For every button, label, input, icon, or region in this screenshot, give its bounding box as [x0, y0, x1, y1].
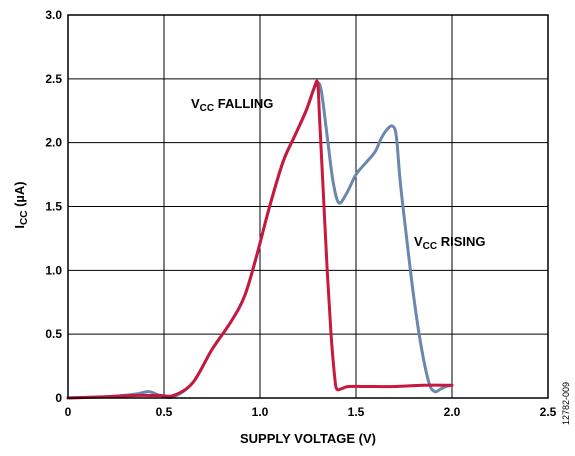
y-tick-label: 3.0 — [45, 8, 62, 22]
y-tick-label: 1.0 — [45, 263, 62, 277]
label-vcc-rising: VCC RISING — [414, 234, 486, 252]
y-tick-label: 2.5 — [45, 72, 62, 86]
x-tick-label: 2.0 — [444, 405, 461, 419]
label-vcc-falling: VCC FALLING — [191, 96, 273, 114]
grid — [68, 15, 548, 398]
y-axis-title: ICC (µA) — [12, 181, 30, 228]
x-tick-label: 1.0 — [252, 405, 269, 419]
series-group — [66, 79, 454, 400]
y-tick-label: 1.5 — [45, 200, 62, 214]
x-tick-label: 2.5 — [540, 405, 557, 419]
x-tick-label: 0 — [65, 405, 72, 419]
series-vcc-falling — [66, 79, 454, 400]
x-tick-label: 0.5 — [156, 405, 173, 419]
y-tick-labels: 0 0.5 1.0 1.5 2.0 2.5 3.0 — [45, 8, 62, 405]
y-tick-label: 0.5 — [45, 327, 62, 341]
x-axis-title: SUPPLY VOLTAGE (V) — [240, 431, 376, 446]
x-tick-labels: 0 0.5 1.0 1.5 2.0 2.5 — [65, 405, 557, 419]
y-tick-label: 0 — [55, 391, 62, 405]
x-tick-label: 1.5 — [348, 405, 365, 419]
plot-frame — [67, 14, 549, 399]
figure-id: 12782-009 — [561, 382, 571, 425]
y-tick-label: 2.0 — [45, 136, 62, 150]
